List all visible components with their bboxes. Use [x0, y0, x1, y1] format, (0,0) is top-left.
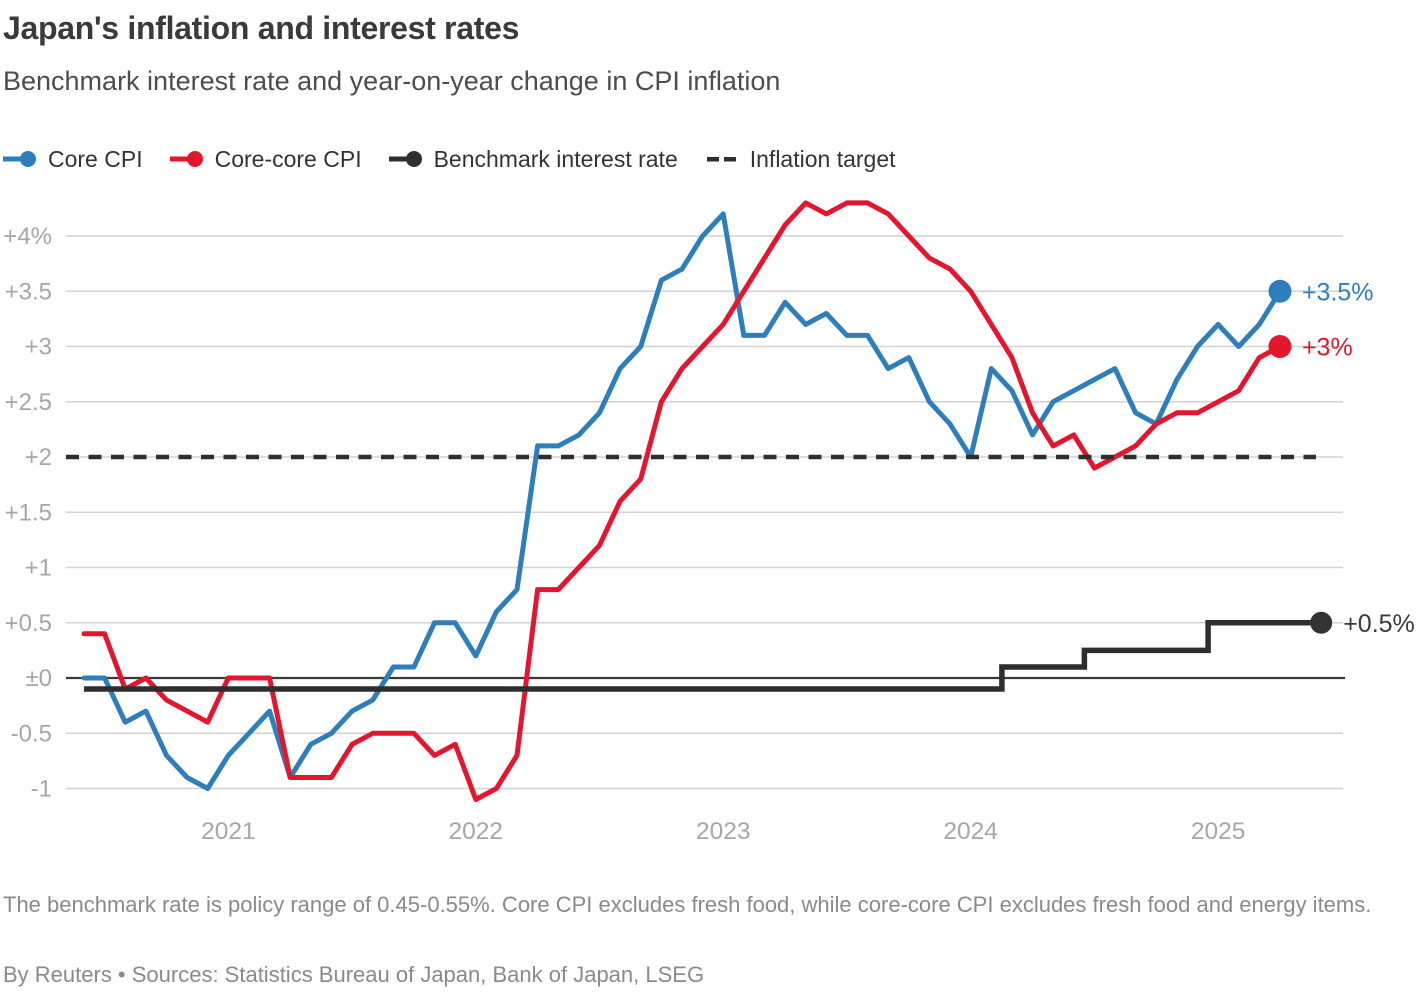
y-axis-label: +1 — [25, 555, 52, 582]
y-axis-label: ±0 — [25, 665, 52, 692]
benchmark-rate-end-dot — [1310, 611, 1333, 634]
legend-label: Inflation target — [749, 145, 896, 172]
x-axis-label: 2025 — [1191, 818, 1246, 845]
y-axis-label: -1 — [31, 776, 52, 803]
core-core-cpi-end-dot — [1268, 335, 1292, 358]
core-cpi-line — [81, 211, 1283, 791]
y-axis-label: +3 — [25, 334, 52, 361]
line-dot-icon — [388, 151, 422, 167]
y-axis-label: +2.5 — [5, 389, 52, 416]
chart-footnote: The benchmark rate is policy range of 0.… — [3, 892, 1372, 917]
legend-label: Core-core CPI — [214, 145, 362, 172]
core-cpi-end-label: +3.5% — [1302, 278, 1374, 306]
legend-item-benchmark-interest-rate: Benchmark interest rate — [388, 145, 678, 173]
core-cpi-end-dot — [1268, 279, 1292, 303]
benchmark-rate-end-label: +0.5% — [1343, 610, 1415, 638]
benchmark-rate-line — [84, 620, 1322, 692]
y-axis-label: +2 — [25, 444, 52, 471]
core-core-cpi-line — [81, 200, 1283, 802]
legend-label: Benchmark interest rate — [433, 145, 678, 172]
legend-label: Core CPI — [48, 145, 143, 172]
line-dot-icon — [169, 151, 203, 167]
legend-item-core-core-cpi: Core-core CPI — [169, 145, 362, 173]
y-axis-label: +0.5 — [5, 610, 52, 637]
y-axis-label: -0.5 — [11, 720, 52, 747]
legend-item-inflation-target: Inflation target — [705, 146, 896, 173]
source-attribution: By Reuters • Sources: Statistics Bureau … — [3, 962, 705, 987]
x-axis-label: 2024 — [943, 818, 998, 845]
dashed-line-icon — [706, 157, 736, 162]
y-axis-label: +3.5 — [5, 278, 52, 305]
line-dot-icon — [3, 151, 36, 167]
core-core-cpi-end-label: +3% — [1302, 334, 1353, 362]
x-axis-label: 2022 — [449, 818, 504, 845]
inflation-chart: +4% +3.5 +3 +2.5 +2 +1.5 +1 +0.5 ±0 -0.5 -1 2021 202… — [3, 200, 1415, 845]
chart-subtitle: Benchmark interest rate and year-on-year… — [3, 66, 781, 96]
chart-legend: Core CPI Core-core CPI Benchmark interest … — [3, 144, 896, 174]
legend-item-core-cpi: Core CPI — [3, 146, 143, 173]
y-axis-label: +4% — [3, 223, 52, 250]
x-axis-label: 2021 — [201, 818, 256, 845]
page-title: Japan's inflation and interest rates — [3, 10, 520, 46]
x-axis-label: 2023 — [696, 818, 751, 845]
y-axis-label: +1.5 — [5, 499, 52, 526]
